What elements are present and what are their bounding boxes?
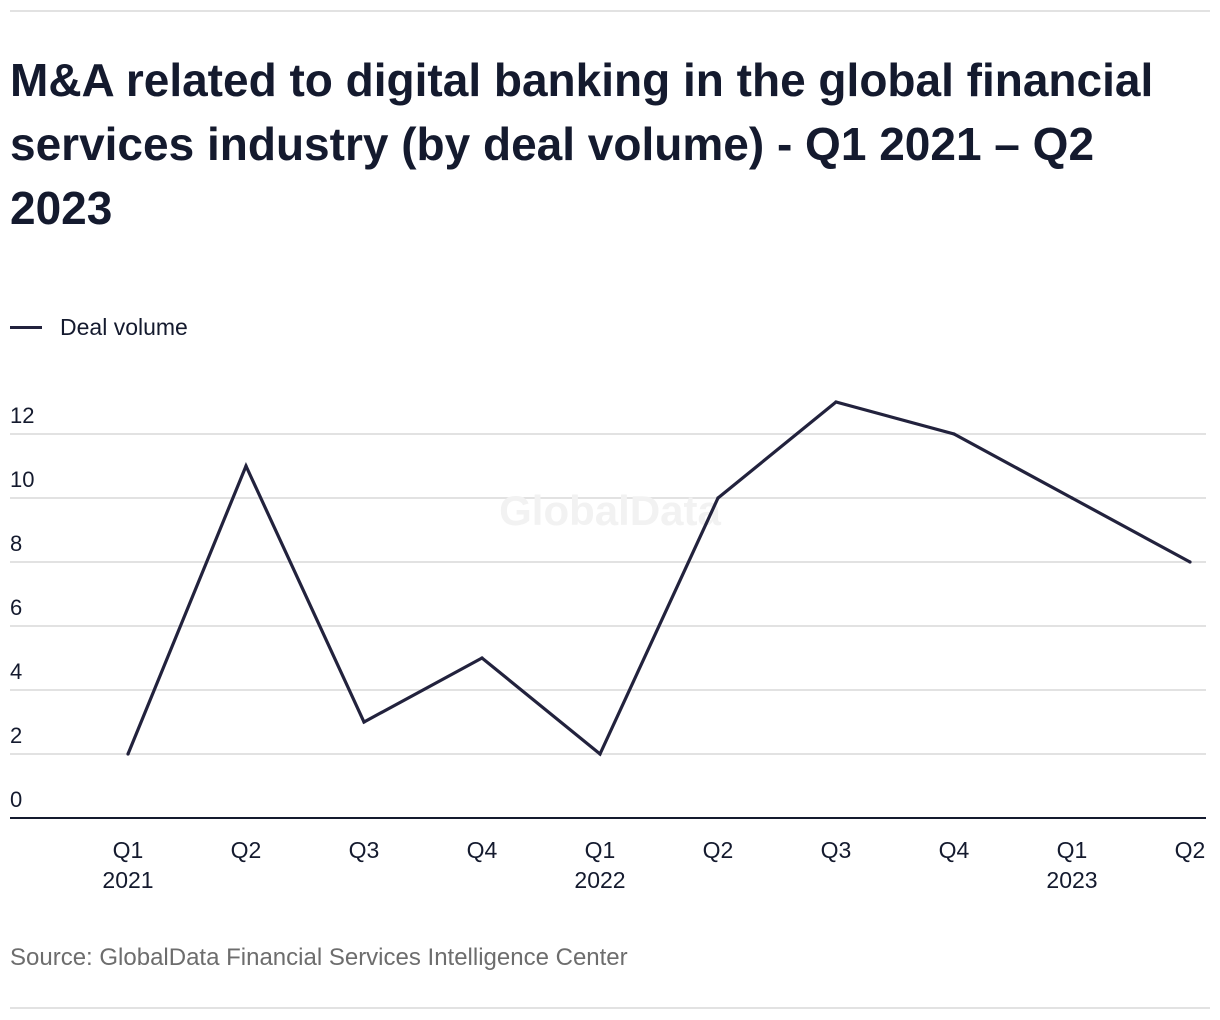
x-tick-label: Q1 [113,837,144,863]
x-tick-label: Q2 [703,837,734,863]
y-tick-label: 8 [10,531,22,556]
gridlines [10,433,1206,755]
data-point [362,720,366,724]
data-point [598,752,602,756]
series-line [126,400,1191,757]
y-tick-label: 10 [10,467,34,492]
x-tick-label: Q1 [585,837,616,863]
data-point [1070,496,1074,500]
bottom-divider [10,1007,1210,1009]
y-axis-ticks: 0 2 4 6 8 10 12 [10,403,34,812]
data-point [244,464,248,468]
x-tick-year-label: 2023 [1046,867,1097,893]
y-tick-label: 0 [10,787,22,812]
legend-label: Deal volume [60,313,188,340]
source-note: Source: GlobalData Financial Services In… [10,944,628,971]
x-tick-year-label: 2021 [102,867,153,893]
x-tick-label: Q3 [349,837,380,863]
x-tick-label: Q4 [939,837,970,863]
x-tick-year-label: 2022 [574,867,625,893]
x-axis-ticks: Q1 2021 Q2 Q3 Q4 Q1 2022 Q2 Q3 Q4 Q1 2023 Q2 [102,837,1205,893]
data-point [1188,560,1192,564]
series-deal-volume [126,400,1192,757]
data-point [126,752,130,756]
data-point [480,656,484,660]
x-tick-label: Q2 [1175,837,1206,863]
chart-title: M&A related to digital banking in the gl… [10,54,1154,234]
x-tick-label: Q2 [231,837,262,863]
y-tick-label: 4 [10,659,22,684]
data-point [716,496,720,500]
y-tick-label: 12 [10,403,34,428]
data-point [952,432,956,436]
x-tick-label: Q3 [821,837,852,863]
legend: Deal volume [10,310,188,344]
y-tick-label: 6 [10,595,22,620]
watermark: GlobalData [499,487,721,534]
x-tick-label: Q1 [1057,837,1088,863]
top-divider [10,10,1210,12]
data-point [834,400,838,404]
x-tick-label: Q4 [467,837,498,863]
y-tick-label: 2 [10,723,22,748]
legend-line-swatch [10,325,42,329]
